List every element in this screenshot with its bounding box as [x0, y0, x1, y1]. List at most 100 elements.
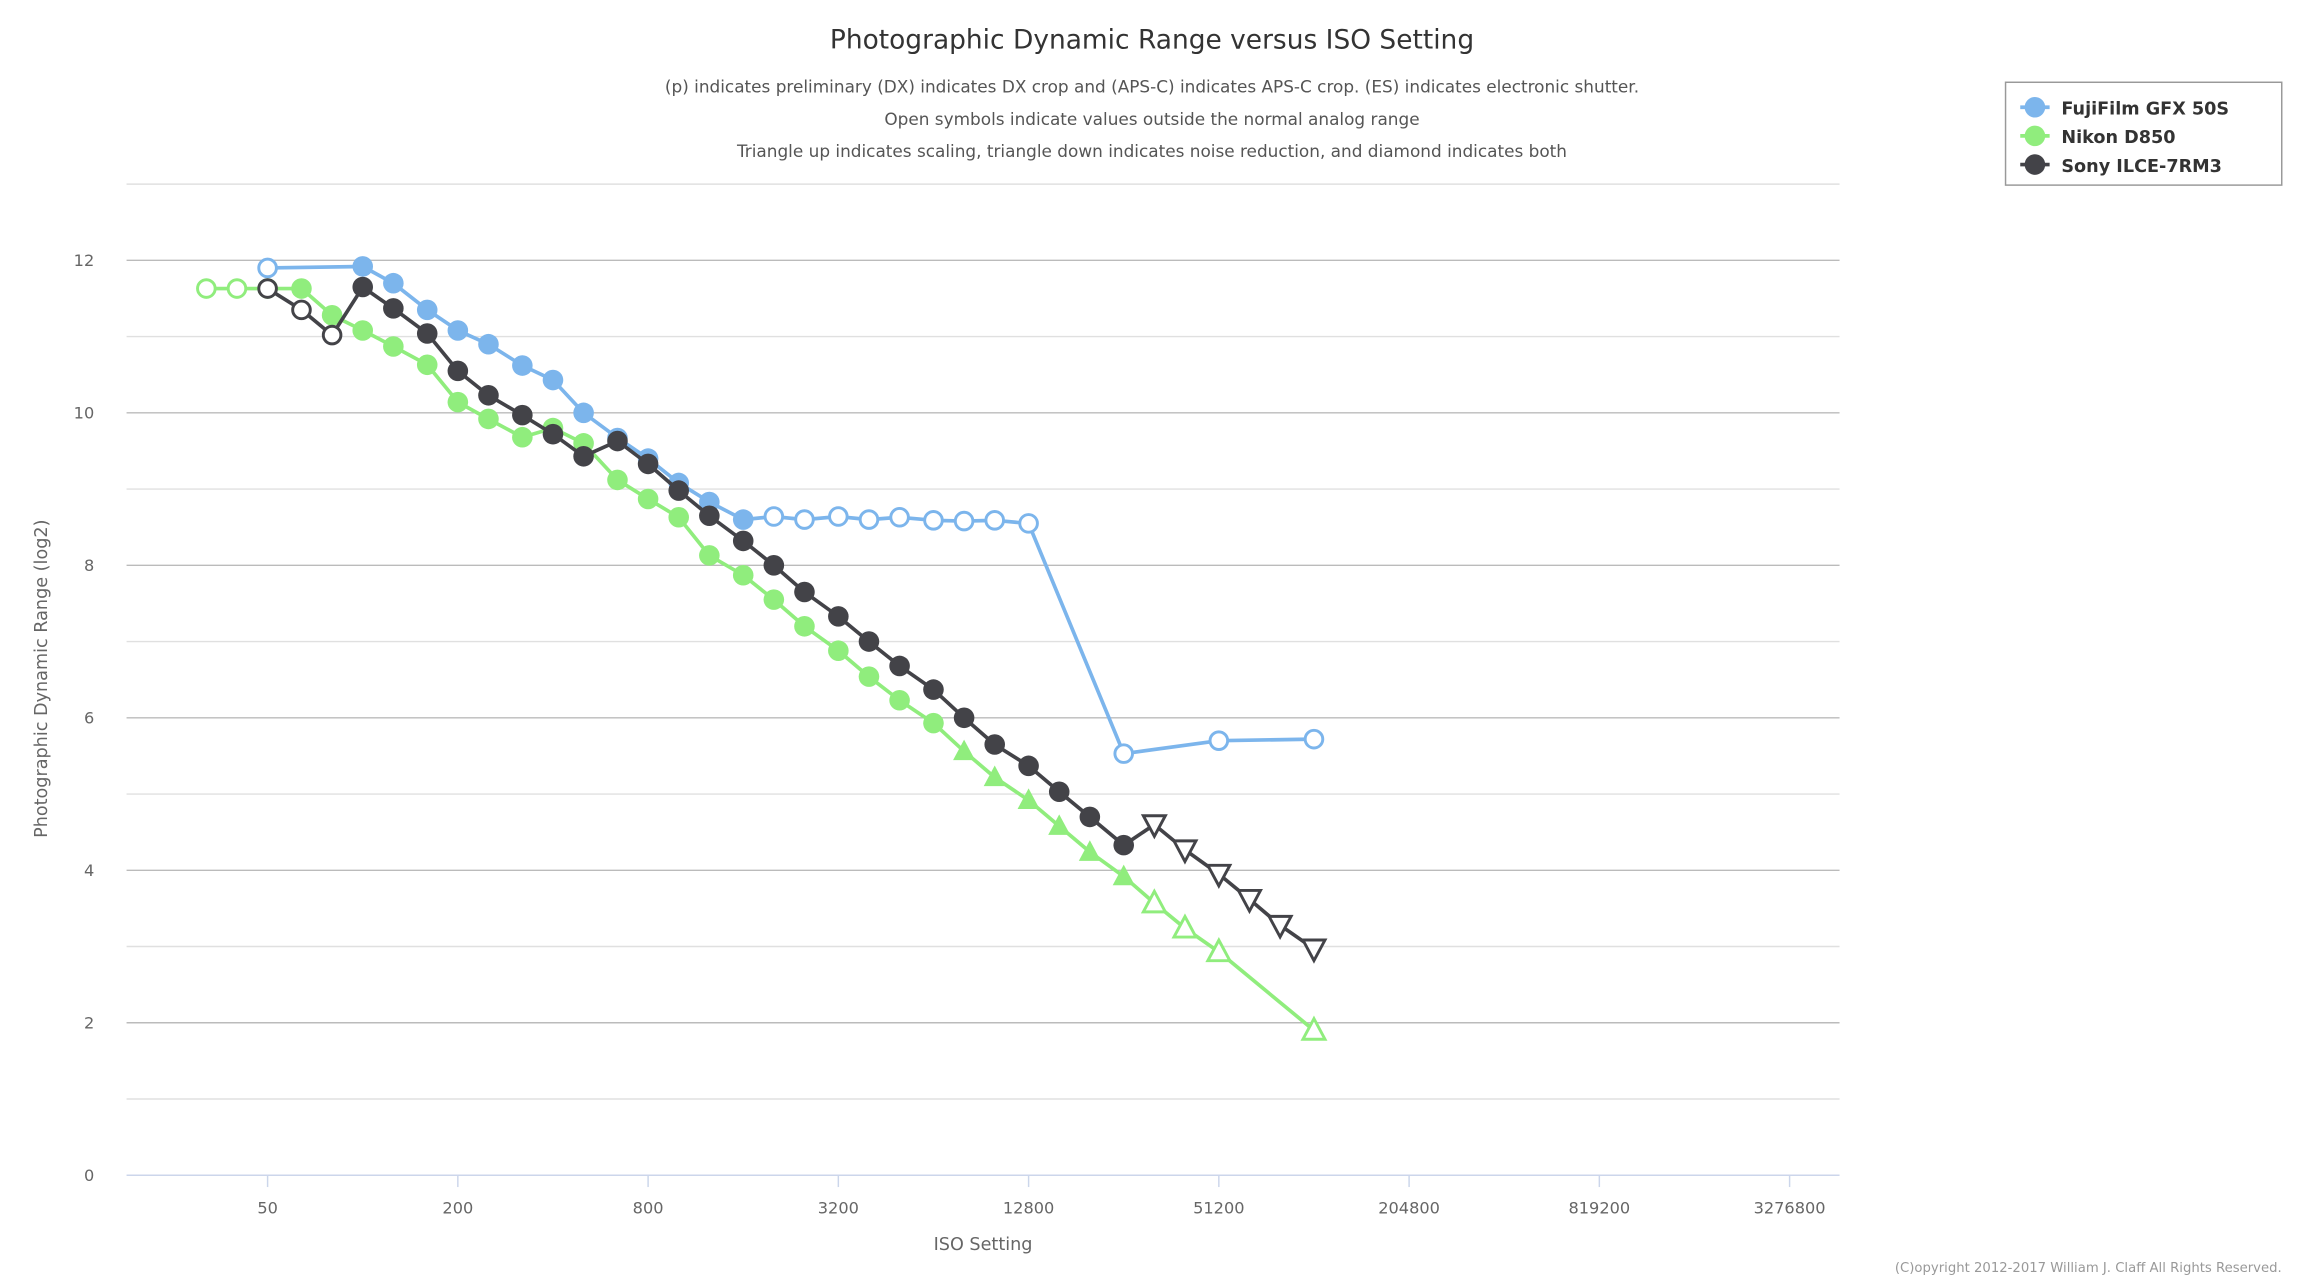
data-point-circle: [732, 509, 754, 530]
x-tick-label: 51200: [1193, 1198, 1244, 1217]
data-point-triangle-up: [1205, 937, 1233, 963]
legend: FujiFilm GFX 50S Nikon D850 Sony ILCE-7RM3: [2004, 81, 2283, 186]
data-point-circle: [889, 689, 910, 711]
x-tick-label: 3200: [818, 1198, 859, 1217]
data-point-circle: [226, 278, 248, 299]
data-point-circle: [196, 278, 217, 299]
legend-symbol-marker: [2024, 96, 2046, 118]
data-point-triangle-up: [1078, 840, 1101, 861]
legend-item-label: Sony ILCE-7RM3: [2061, 157, 2222, 177]
data-point-circle: [794, 581, 815, 603]
x-tick-label: 200: [442, 1198, 473, 1217]
legend-symbol-marker: [2024, 125, 2046, 147]
data-point-circle: [828, 506, 849, 527]
data-point-triangle-up: [1171, 913, 1199, 939]
data-point-circle: [763, 555, 785, 576]
data-point-circle: [1113, 743, 1135, 764]
data-point-circle: [447, 391, 469, 413]
data-point-circle: [478, 408, 499, 430]
data-point-triangle-up: [983, 765, 1006, 787]
data-point-circle: [763, 506, 785, 527]
data-point-triangle-down: [1235, 888, 1263, 915]
data-point-circle: [984, 734, 1006, 755]
data-point-circle: [732, 564, 754, 586]
y-tick-label: 10: [74, 404, 95, 423]
x-axis-ticks: 50 200 800 3200 12800 51200 204800 819200 327680…: [257, 1175, 1826, 1217]
data-point-circle: [416, 323, 438, 344]
data-point-circle: [763, 589, 785, 610]
data-point-triangle-down: [1266, 914, 1294, 941]
y-tick-label: 4: [84, 861, 94, 880]
legend-symbol-marker: [2024, 154, 2046, 175]
data-point-circle: [291, 299, 312, 321]
series-nikon-d850: [196, 278, 1328, 1041]
x-tick-label: 819200: [1568, 1198, 1630, 1217]
x-tick-label: 204800: [1378, 1198, 1440, 1217]
legend-item-label: FujiFilm GFX 50S: [2061, 100, 2229, 120]
data-point-circle: [291, 278, 312, 299]
data-point-circle: [794, 509, 815, 530]
data-point-circle: [858, 631, 880, 652]
data-point-circle: [1048, 781, 1070, 803]
data-point-circle: [542, 369, 564, 391]
chart-title: Photographic Dynamic Range versus ISO Se…: [830, 24, 1474, 55]
data-point-circle: [699, 545, 720, 566]
data-point-circle: [542, 423, 564, 445]
data-point-triangle-up: [1300, 1015, 1328, 1041]
data-point-circle: [699, 505, 720, 527]
data-point-circle: [668, 506, 690, 528]
data-point-circle: [1208, 730, 1230, 751]
y-axis-ticks: 0 2 4 6 8 10 12: [74, 251, 95, 1185]
data-point-circle: [637, 453, 659, 475]
data-point-circle: [668, 480, 690, 501]
series-sony-ilce-7rm3: [257, 276, 1328, 964]
data-point-circle: [573, 402, 594, 424]
data-point-circle: [607, 469, 628, 491]
data-point-circle: [889, 655, 910, 677]
data-point-circle: [416, 354, 438, 376]
data-point-circle: [416, 299, 438, 321]
chart-subtitle-line-2: Open symbols indicate values outside the…: [884, 109, 1419, 129]
data-point-triangle-up: [1017, 788, 1040, 809]
data-point-circle: [352, 256, 374, 277]
data-point-triangle-up: [1140, 888, 1168, 914]
data-point-circle: [478, 333, 499, 355]
data-point-circle: [383, 298, 404, 319]
data-point-circle: [828, 640, 849, 661]
data-point-triangle-down: [1300, 938, 1328, 964]
data-point-triangle-up: [953, 739, 976, 761]
series-line: [206, 286, 1316, 1032]
data-point-triangle-down: [1171, 839, 1199, 865]
data-point-circle: [383, 272, 404, 294]
y-tick-label: 0: [84, 1166, 94, 1185]
data-point-circle: [637, 488, 659, 510]
data-point-circle: [923, 679, 944, 700]
data-point-circle: [573, 445, 594, 467]
data-point-circle: [858, 509, 880, 530]
data-point-circle: [257, 278, 278, 299]
data-point-circle: [923, 510, 944, 531]
y-tick-label: 6: [84, 709, 94, 728]
data-point-circle: [447, 360, 469, 382]
data-point-circle: [953, 707, 975, 729]
data-point-triangle-down: [1205, 863, 1233, 889]
data-point-circle: [1113, 834, 1135, 856]
data-point-triangle-up: [1048, 814, 1071, 835]
x-tick-label: 800: [633, 1198, 664, 1217]
series-layer: [196, 256, 1328, 1041]
x-tick-label: 50: [257, 1198, 278, 1217]
data-point-circle: [984, 510, 1006, 531]
y-tick-label: 8: [84, 556, 94, 575]
data-point-circle: [1018, 755, 1039, 777]
series-line: [266, 285, 1316, 951]
grid-lines: [126, 183, 1840, 1100]
y-tick-label: 2: [84, 1014, 94, 1033]
x-axis-label: ISO Setting: [934, 1235, 1033, 1255]
data-point-circle: [512, 426, 533, 448]
data-point-triangle-up: [1112, 864, 1135, 886]
data-point-circle: [383, 336, 404, 357]
y-tick-label: 12: [74, 251, 95, 270]
data-point-circle: [257, 257, 278, 279]
data-point-triangle-down: [1140, 814, 1168, 840]
